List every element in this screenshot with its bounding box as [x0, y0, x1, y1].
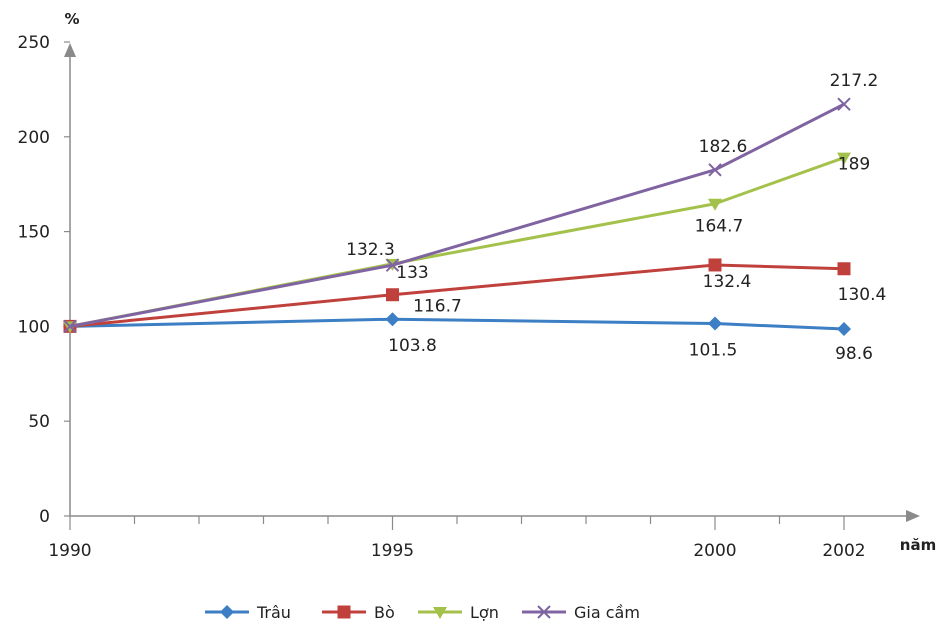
y-tick-label: 100 [18, 317, 50, 337]
series-line [69, 317, 845, 331]
data-label: 101.5 [689, 341, 738, 361]
data-point [385, 258, 400, 272]
legend-item: Trâu [205, 603, 291, 622]
y-axis-title: % [64, 10, 79, 28]
data-point [837, 322, 851, 337]
data-point [63, 319, 77, 334]
series-layer [63, 97, 851, 337]
legend-marker [537, 605, 551, 619]
data-label: 116.7 [413, 297, 462, 317]
data-label: 103.8 [388, 336, 437, 356]
data-point [837, 152, 851, 165]
y-tick-label: 200 [18, 128, 50, 148]
data-point [708, 258, 722, 272]
data-label: 182.6 [699, 137, 748, 157]
legend-item: Bò [322, 603, 395, 622]
data-point [708, 163, 722, 177]
legend-item: Lợn [418, 603, 499, 622]
data-point [837, 262, 851, 276]
x-axis-title: năm [900, 536, 936, 554]
data-label: 132.4 [703, 272, 752, 292]
legend-item: Gia cầm [522, 603, 640, 622]
legend-label: Bò [374, 603, 395, 622]
data-label: 130.4 [838, 285, 887, 305]
series-line [69, 263, 845, 328]
legend: Trâu Bò Lợn Gia cầm [205, 603, 640, 622]
legend-marker [433, 607, 447, 619]
series-line [69, 102, 845, 328]
axes: 0 50 100 150 200 250 1990 1995 2000 2002% năm [18, 10, 937, 561]
data-label: 189 [838, 155, 870, 175]
data-point [385, 312, 400, 327]
legend-marker [337, 605, 351, 619]
y-tick-label: 0 [39, 507, 50, 527]
data-point [708, 198, 722, 211]
y-tick-label: 150 [18, 223, 50, 243]
series-1 [63, 258, 851, 333]
legend-marker [220, 605, 234, 619]
data-label: 132.3 [346, 240, 395, 260]
legend-label: Gia cầm [574, 603, 640, 622]
y-tick-label: 250 [18, 33, 50, 53]
data-point [837, 97, 851, 111]
data-point [386, 288, 399, 302]
x-tick-label: 1995 [371, 541, 414, 561]
series-3 [63, 97, 851, 334]
series-0 [63, 312, 851, 337]
data-label: 164.7 [695, 217, 744, 237]
data-point [708, 316, 722, 331]
x-tick-label: 1990 [48, 541, 91, 561]
legend-label: Lợn [470, 603, 499, 622]
y-axis-arrow [64, 43, 76, 57]
data-label: 217.2 [830, 71, 879, 91]
y-tick-label: 50 [28, 412, 50, 432]
data-label: 98.6 [835, 344, 873, 364]
data-label: 133 [396, 263, 428, 283]
x-axis-arrow [906, 510, 920, 522]
x-tick-label: 2002 [822, 541, 865, 561]
x-tick-label: 2000 [693, 541, 736, 561]
data-labels: 103.8 101.5 98.6 116.7 132.4 130.4 133 164.7 189… [346, 71, 886, 364]
legend-label: Trâu [256, 603, 291, 622]
